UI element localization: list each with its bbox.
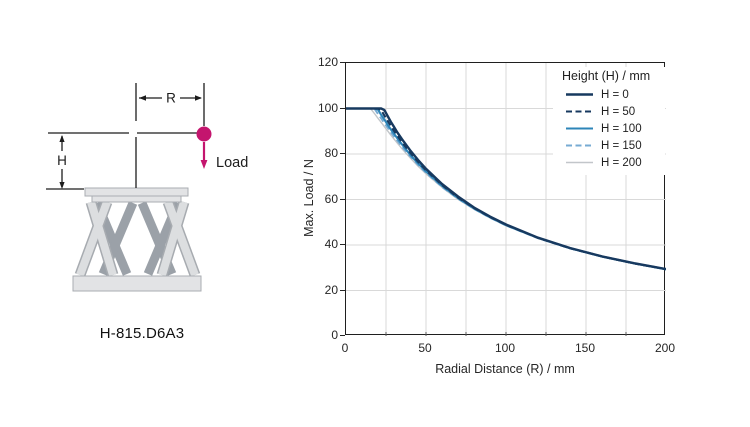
hexapod-platform-flange [91, 195, 182, 203]
legend-line-sample [566, 93, 593, 96]
radius-label: R [166, 91, 176, 106]
legend-item-h=50: H = 50 [553, 103, 665, 120]
legend-item-h=150: H = 150 [553, 137, 665, 154]
hexapod-top-platform [84, 187, 189, 197]
chart-legend: Height (H) / mm H = 0 H = 50 H = 100 H = 15… [553, 67, 665, 175]
y-tick-label-0: 0 [331, 328, 338, 342]
height-dimension: H [57, 135, 67, 189]
load-chart: Max. Load / N 0 20 40 60 80 100 120 0 50 100 150 2… [300, 40, 745, 390]
legend-title: Height (H) / mm [562, 69, 651, 83]
y-tick-mark [340, 107, 345, 109]
legend-item-h=100: H = 100 [553, 120, 665, 137]
hexapod-base-plate [72, 275, 202, 292]
y-tick-mark [340, 244, 345, 245]
legend-label: H = 150 [601, 139, 642, 152]
legend-label: H = 100 [601, 122, 642, 135]
plot-canvas [346, 63, 666, 336]
y-tick-label-80: 80 [324, 146, 338, 160]
y-tick-label-40: 40 [324, 237, 338, 251]
y-tick-mark [340, 289, 345, 291]
legend-line-sample [566, 144, 593, 147]
y-tick-mark [340, 198, 345, 200]
legend-item-h=0: H = 0 [553, 86, 665, 103]
y-tick-mark [340, 335, 345, 336]
x-axis-title: Radial Distance (R) / mm [435, 362, 575, 376]
hexapod-front-struts [74, 200, 201, 277]
series-h=0 [346, 107, 666, 271]
y-tick-mark [340, 153, 345, 154]
load-arrow-head [200, 160, 208, 169]
x-tick-label-0: 0 [341, 341, 349, 355]
load-point-dot [196, 126, 212, 142]
legend-label: H = 50 [601, 105, 636, 118]
load-label: Load [216, 155, 248, 171]
legend-label: H = 200 [601, 156, 642, 169]
y-tick-label-100: 100 [317, 100, 338, 115]
legend-line-sample [566, 110, 593, 113]
dimension-lines [46, 83, 205, 190]
legend-line-sample [566, 161, 593, 164]
load-annotation: Load [196, 126, 248, 171]
y-tick-label-60: 60 [324, 191, 338, 206]
legend-items: H = 0 H = 50 H = 100 H = 150 H = 200 [553, 86, 665, 171]
y-tick-label-20: 20 [324, 282, 338, 297]
x-tick-label-50: 50 [418, 341, 432, 355]
height-label: H [57, 153, 67, 168]
hexapod-load-diagram: R H Load [46, 83, 248, 292]
legend-item-h=200: H = 200 [553, 154, 665, 171]
legend-label: H = 0 [601, 88, 629, 101]
y-tick-mark [340, 62, 345, 63]
y-tick-label-120: 120 [317, 55, 338, 69]
x-tick-label-200: 200 [654, 341, 676, 355]
legend-line-sample [566, 127, 593, 130]
model-number: H-815.D6A3 [99, 325, 185, 342]
x-tick-label-150: 150 [574, 341, 596, 355]
x-tick-label-100: 100 [494, 341, 516, 355]
radius-dimension: R [139, 91, 202, 106]
